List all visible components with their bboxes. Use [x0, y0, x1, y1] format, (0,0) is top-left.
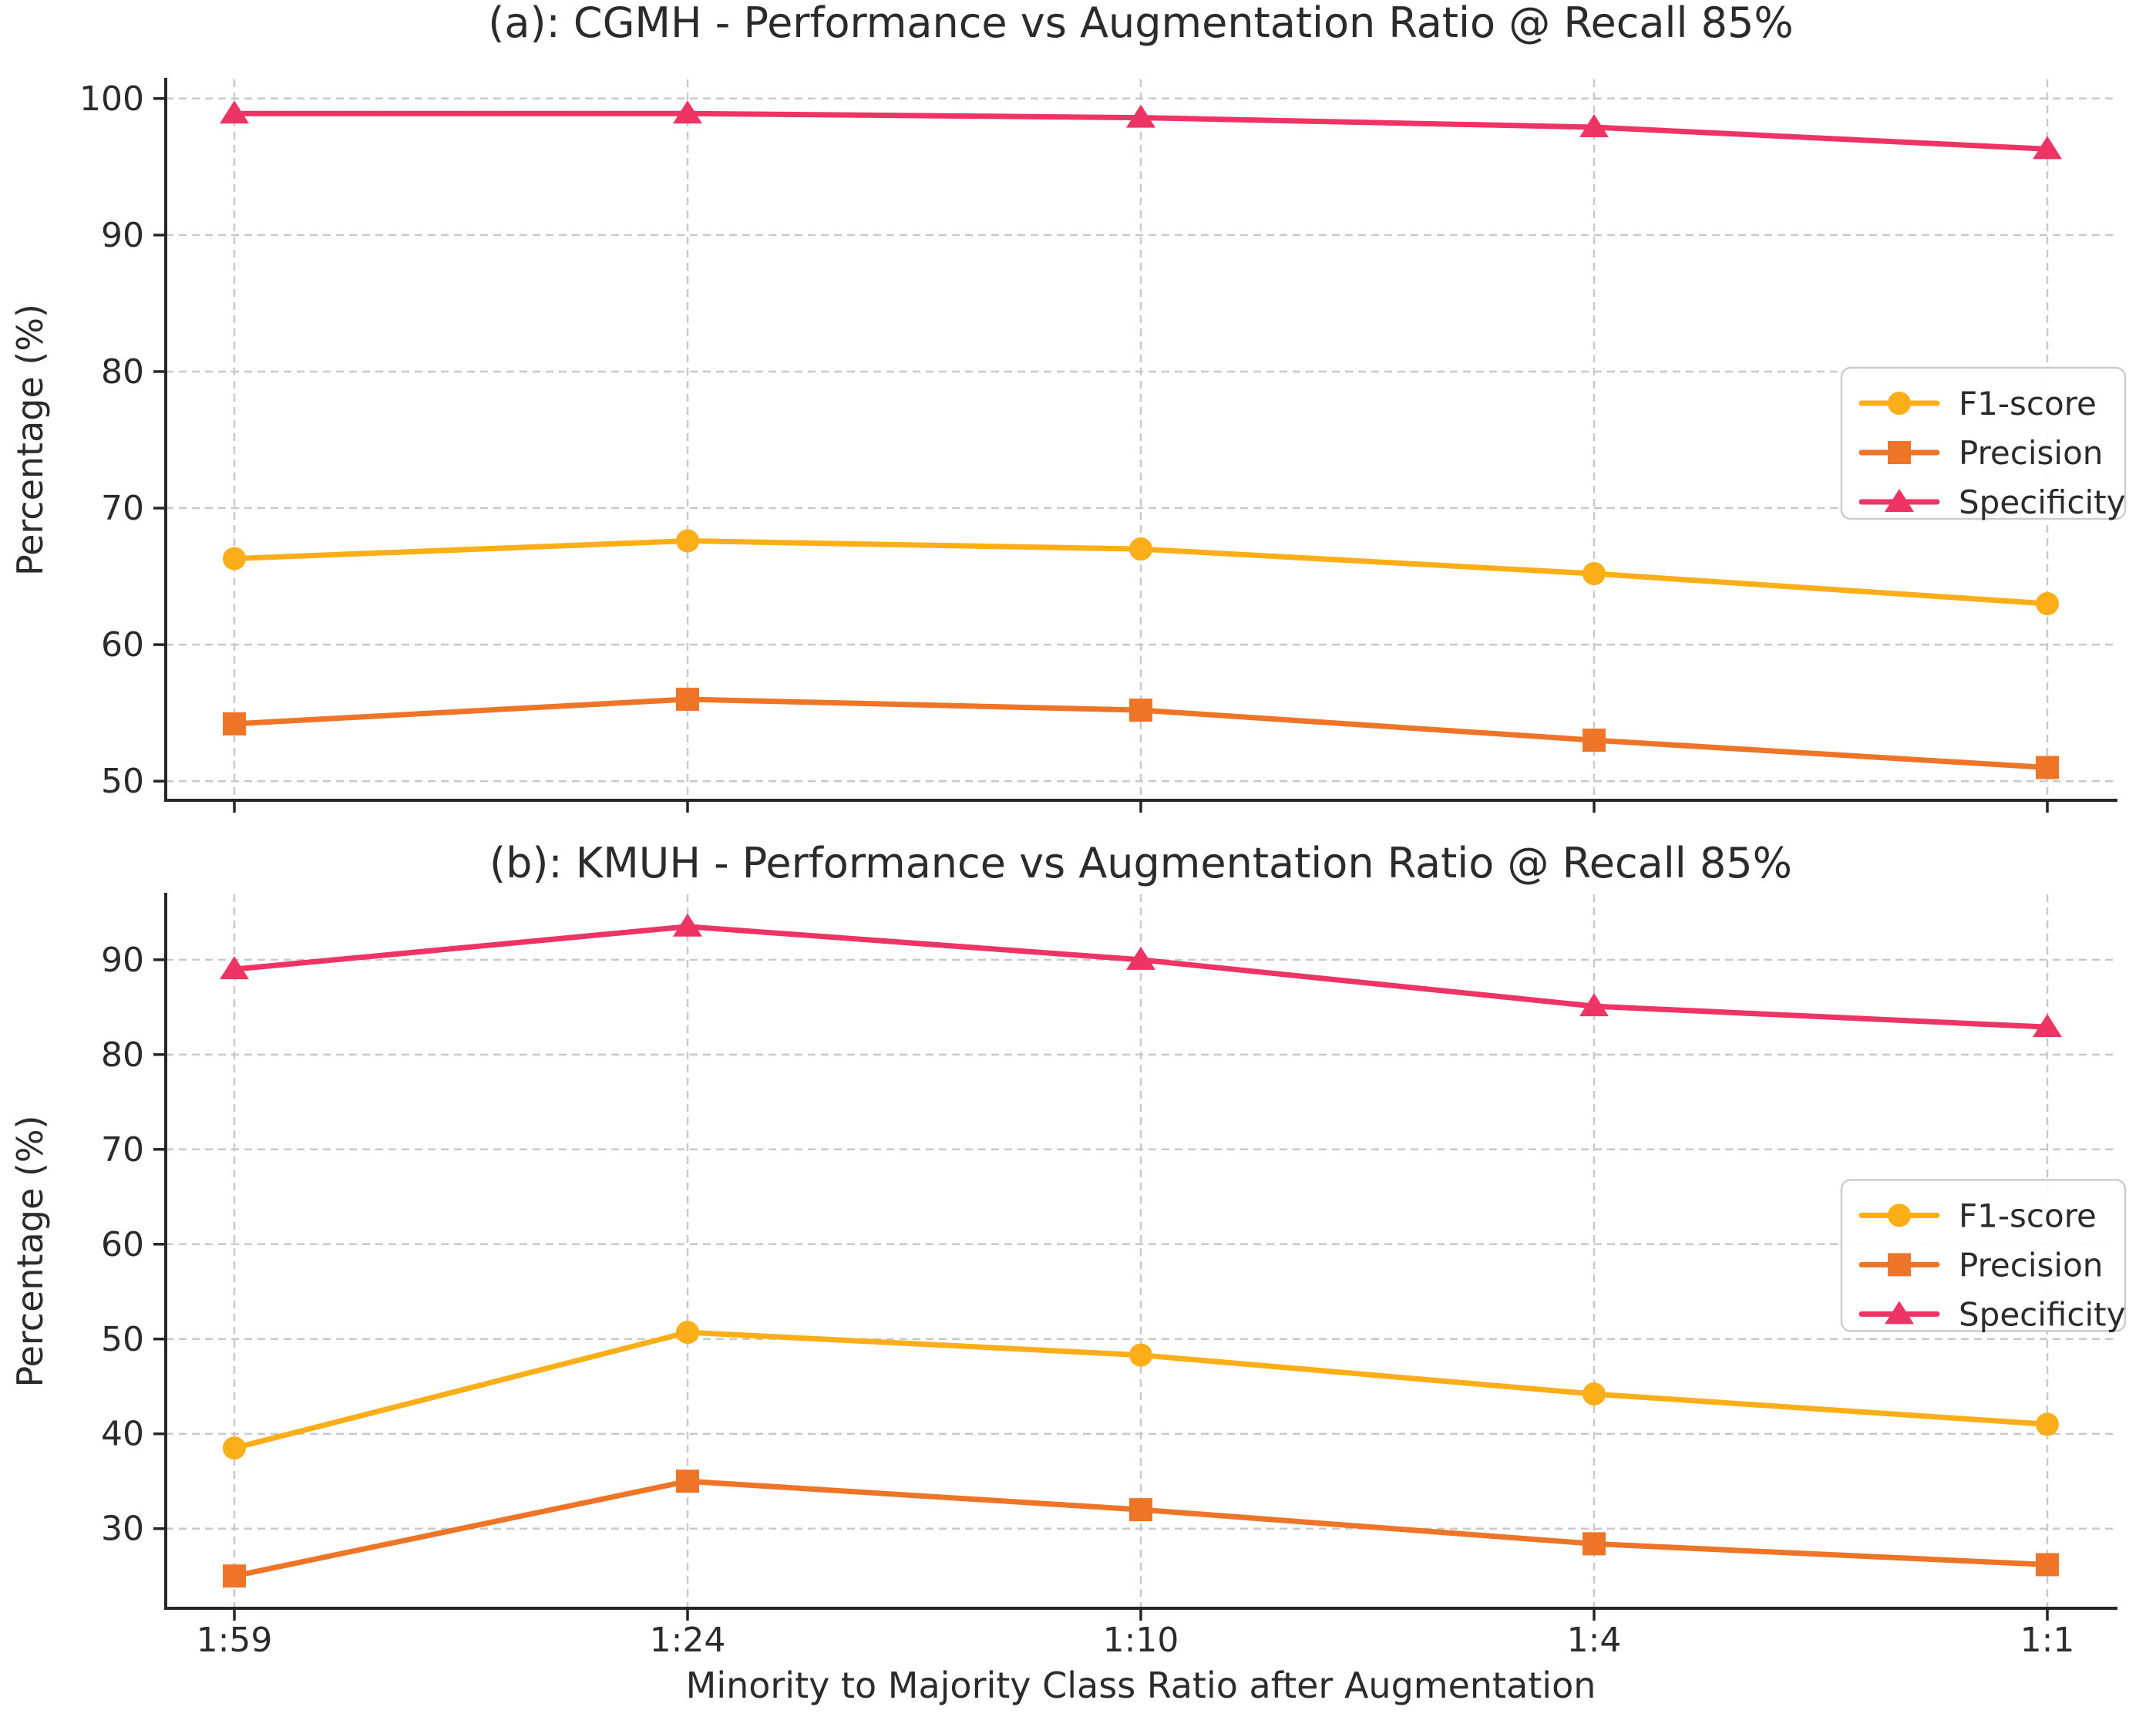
- data-point-marker: [676, 687, 699, 711]
- series-precision: [223, 687, 2059, 779]
- data-point-marker: [220, 956, 249, 980]
- x-tick-label: 1:24: [650, 1621, 726, 1660]
- legend-item: Specificity: [1858, 1295, 2125, 1333]
- chart-title: (b): KMUH - Performance vs Augmentation …: [489, 839, 1792, 887]
- x-tick-label: 1:59: [197, 1621, 273, 1660]
- legend-item: Specificity: [1858, 483, 2125, 521]
- y-tick-label: 50: [101, 1320, 144, 1359]
- data-point-marker: [1583, 1382, 1606, 1406]
- data-point-marker: [220, 100, 249, 124]
- legend-label: Precision: [1959, 1246, 2103, 1284]
- y-tick-label: 70: [101, 1130, 144, 1170]
- legend-marker: [1888, 1204, 1911, 1227]
- y-axis-label: Percentage (%): [9, 1116, 51, 1388]
- data-point-marker: [1583, 562, 1606, 586]
- data-point-marker: [1579, 113, 1609, 137]
- y-tick-label: 90: [101, 941, 144, 980]
- legend-marker: [1885, 489, 1914, 512]
- legend-marker: [1888, 392, 1911, 415]
- gridlines: [166, 79, 2116, 800]
- x-axis-label: Minority to Majority Class Ratio after A…: [686, 1665, 1596, 1706]
- legend: F1-score Precision Specificity: [1840, 366, 2127, 521]
- x-tick-label: 1:10: [1103, 1621, 1179, 1660]
- legend-item: Precision: [1858, 1246, 2103, 1284]
- legend-label: Specificity: [1959, 1295, 2125, 1333]
- data-point-marker: [2036, 592, 2059, 615]
- data-point-marker: [223, 1564, 246, 1588]
- series-f1-score: [223, 1321, 2059, 1460]
- data-point-marker: [2036, 1553, 2059, 1577]
- y-tick-label: 80: [101, 352, 144, 392]
- data-point-marker: [1579, 993, 1609, 1017]
- legend-item: Precision: [1858, 434, 2103, 472]
- legend-label: Precision: [1959, 434, 2103, 472]
- legend-marker: [1888, 441, 1911, 464]
- chart-cgmh: 50 60 70 80 90 100 (a): CGMH - Performance vs …: [9, 0, 2127, 813]
- y-tick-label: 100: [79, 79, 144, 119]
- legend-label: F1-score: [1959, 1197, 2097, 1234]
- data-point-marker: [676, 1469, 699, 1493]
- x-tick-label: 1:4: [1567, 1621, 1622, 1660]
- data-point-marker: [676, 529, 699, 553]
- y-tick-label: 90: [101, 216, 144, 255]
- ticks: [153, 97, 2049, 813]
- data-point-marker: [1583, 729, 1606, 752]
- series-precision: [223, 1469, 2059, 1588]
- y-axis-label: Percentage (%): [9, 304, 51, 576]
- y-tick-label: 50: [101, 762, 144, 801]
- series-f1-score: [223, 529, 2059, 615]
- chart-title: (a): CGMH - Performance vs Augmentation …: [488, 0, 1793, 47]
- data-point-marker: [1126, 946, 1155, 970]
- y-tick-label: 60: [101, 1225, 144, 1264]
- x-tick-label: 1:1: [2020, 1621, 2075, 1660]
- data-point-marker: [1583, 1532, 1606, 1556]
- data-point-marker: [1129, 537, 1152, 561]
- data-point-marker: [2033, 136, 2062, 160]
- y-tick-label: 40: [101, 1415, 144, 1454]
- legend-item: F1-score: [1858, 1197, 2097, 1234]
- y-tick-label: 30: [101, 1510, 144, 1549]
- legend-marker: [1885, 1301, 1914, 1325]
- y-tick-label: 60: [101, 625, 144, 665]
- ticks: [153, 958, 2049, 1621]
- legend: F1-score Precision Specificity: [1840, 1179, 2127, 1333]
- data-point-marker: [223, 712, 246, 736]
- data-point-marker: [2036, 1412, 2059, 1436]
- chart-kmuh: 30 40 50 60 70 80 90 1:59 1:24 1:10 1:4 1:1 (b): KMU…: [9, 839, 2127, 1706]
- legend-label: F1-score: [1959, 385, 2097, 422]
- series-specificity: [220, 100, 2062, 160]
- legend-label: Specificity: [1959, 483, 2125, 521]
- data-point-marker: [673, 100, 702, 124]
- y-tick-label: 70: [101, 489, 144, 528]
- data-point-marker: [676, 1321, 699, 1345]
- data-point-marker: [1129, 1343, 1152, 1367]
- data-point-marker: [2033, 1014, 2062, 1038]
- data-point-marker: [1126, 104, 1155, 128]
- data-point-marker: [223, 1436, 246, 1460]
- data-point-marker: [673, 913, 702, 937]
- data-point-marker: [2036, 756, 2059, 779]
- data-point-marker: [223, 547, 246, 571]
- legend-marker: [1888, 1253, 1911, 1277]
- legend-item: F1-score: [1858, 385, 2097, 422]
- y-tick-label: 80: [101, 1035, 144, 1075]
- data-point-marker: [1129, 699, 1152, 722]
- series-specificity: [220, 913, 2062, 1038]
- data-point-marker: [1129, 1498, 1152, 1522]
